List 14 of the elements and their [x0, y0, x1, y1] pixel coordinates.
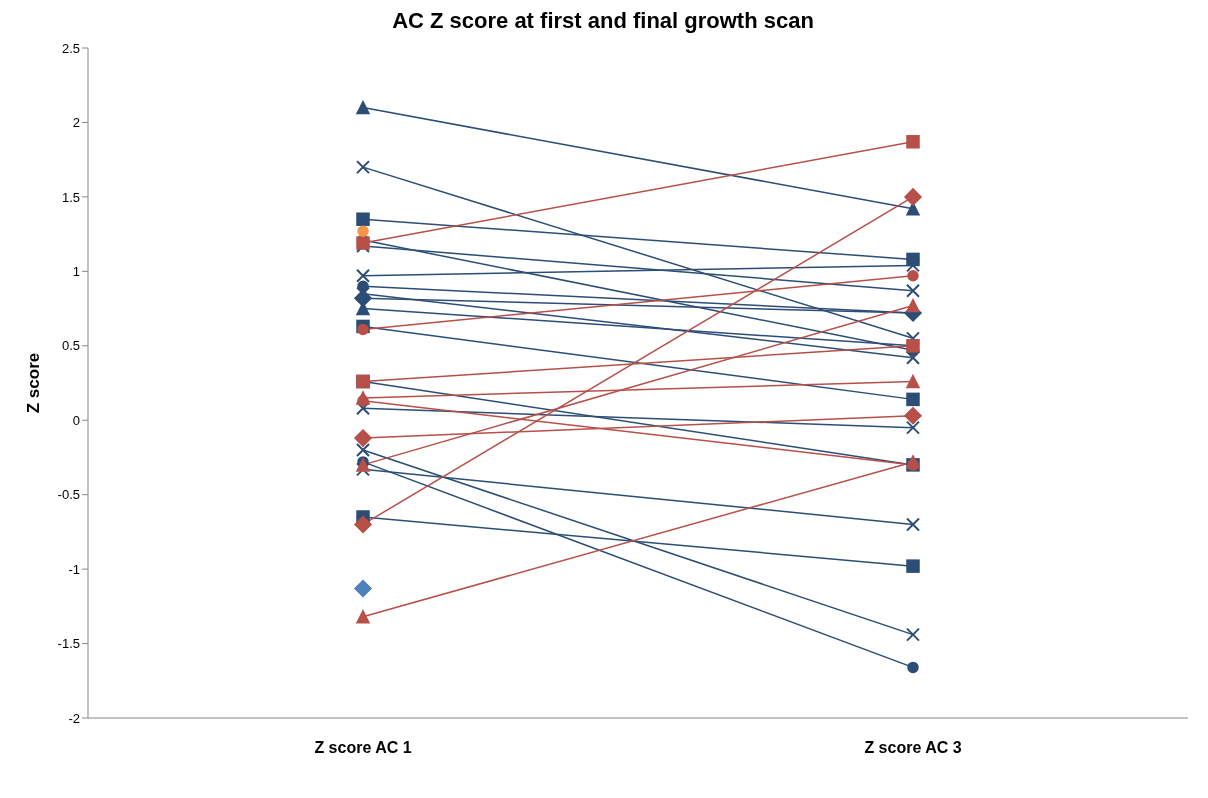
- y-tick-label: 1: [72, 263, 80, 279]
- y-tick-label: 0.5: [61, 338, 80, 354]
- y-tick-label: -1: [68, 561, 80, 577]
- y-tick-label: -0.5: [57, 487, 80, 503]
- y-axis-title: Z score: [24, 352, 44, 414]
- y-tick-label: 0: [72, 412, 80, 428]
- y-tick-label: 1.5: [61, 189, 80, 205]
- y-tick-label: 2: [72, 115, 80, 131]
- y-tick-label: 2.5: [61, 40, 80, 56]
- x-tick-label: Z score AC 1: [314, 739, 412, 757]
- y-tick-label: -2: [68, 710, 80, 726]
- chart-title: AC Z score at first and final growth scan: [391, 8, 815, 34]
- y-tick-label: -1.5: [57, 636, 80, 652]
- x-tick-label: Z score AC 3: [864, 739, 962, 757]
